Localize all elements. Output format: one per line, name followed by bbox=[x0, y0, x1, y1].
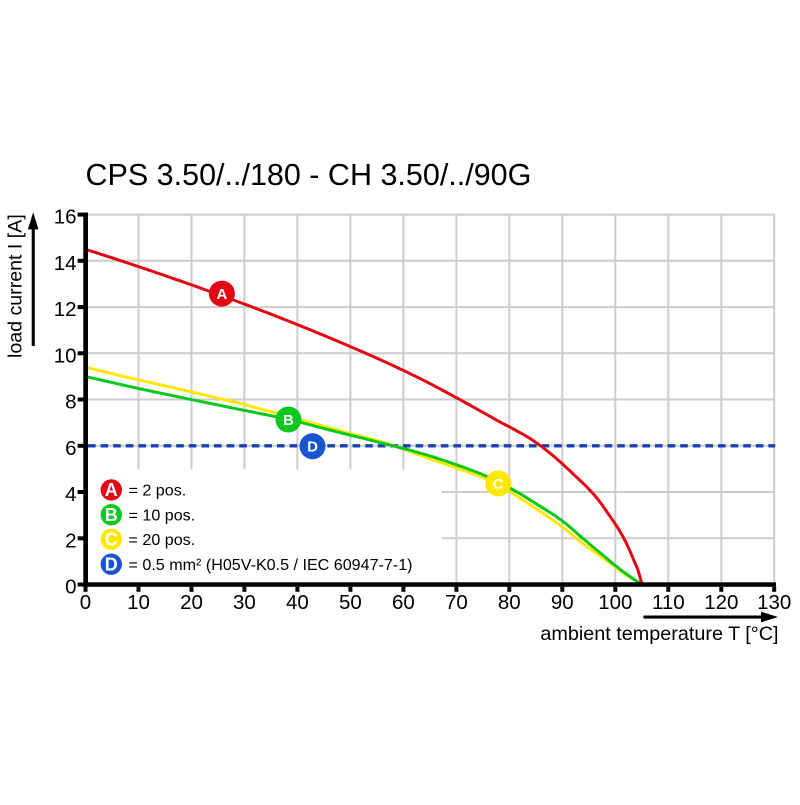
svg-text:2: 2 bbox=[65, 529, 76, 552]
svg-text:6: 6 bbox=[65, 437, 76, 460]
svg-text:20: 20 bbox=[180, 591, 203, 614]
svg-text:10: 10 bbox=[127, 591, 150, 614]
svg-text:14: 14 bbox=[54, 252, 77, 275]
svg-text:0: 0 bbox=[65, 576, 76, 599]
svg-text:90: 90 bbox=[551, 591, 574, 614]
svg-text:0: 0 bbox=[80, 591, 91, 614]
svg-text:8: 8 bbox=[65, 391, 76, 414]
svg-text:= 10 pos.: = 10 pos. bbox=[129, 506, 196, 524]
svg-text:C: C bbox=[105, 530, 118, 550]
svg-text:CPS 3.50/../180 - CH 3.50/../9: CPS 3.50/../180 - CH 3.50/../90G bbox=[86, 158, 532, 192]
svg-text:70: 70 bbox=[445, 591, 468, 614]
svg-text:A: A bbox=[216, 286, 227, 303]
svg-text:30: 30 bbox=[233, 591, 256, 614]
svg-text:60: 60 bbox=[392, 591, 415, 614]
svg-text:130: 130 bbox=[757, 591, 791, 614]
svg-text:D: D bbox=[105, 555, 118, 575]
svg-text:50: 50 bbox=[339, 591, 362, 614]
svg-text:100: 100 bbox=[598, 591, 632, 614]
svg-text:= 2 pos.: = 2 pos. bbox=[129, 482, 187, 500]
svg-text:= 20 pos.: = 20 pos. bbox=[129, 531, 196, 549]
svg-text:B: B bbox=[105, 505, 118, 525]
svg-text:16: 16 bbox=[54, 206, 77, 229]
svg-text:120: 120 bbox=[704, 591, 738, 614]
svg-text:C: C bbox=[493, 476, 504, 493]
svg-text:40: 40 bbox=[286, 591, 309, 614]
svg-text:D: D bbox=[307, 439, 318, 456]
svg-text:load current I [A]: load current I [A] bbox=[4, 214, 26, 358]
svg-text:110: 110 bbox=[652, 591, 685, 614]
svg-text:A: A bbox=[105, 480, 118, 500]
svg-text:10: 10 bbox=[54, 344, 77, 367]
svg-text:12: 12 bbox=[54, 298, 77, 321]
svg-text:4: 4 bbox=[65, 483, 76, 506]
svg-text:B: B bbox=[283, 412, 294, 429]
svg-text:ambient temperature T [°C]: ambient temperature T [°C] bbox=[540, 623, 778, 645]
svg-text:80: 80 bbox=[498, 591, 521, 614]
svg-text:= 0.5 mm² (H05V-K0.5 / IEC 609: = 0.5 mm² (H05V-K0.5 / IEC 60947-7-1) bbox=[129, 556, 413, 574]
